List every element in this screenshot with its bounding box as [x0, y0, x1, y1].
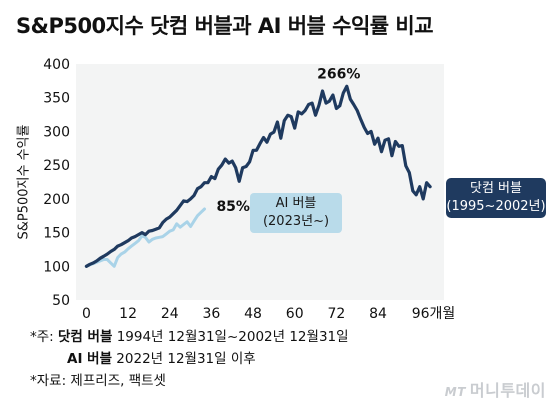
- ai-bubble-legend-period: (2023년~): [262, 214, 330, 229]
- footnote-ai: AI 버블 2022년 12월31일 이후: [30, 348, 349, 370]
- dotcom-peak-label: 266%: [317, 66, 360, 82]
- x-tick-label: 12: [119, 306, 137, 322]
- footnotes: *주: 닷컴 버블 1994년 12월31일~2002년 12월31일 AI 버…: [30, 326, 349, 392]
- ai-end-label: 85%: [216, 199, 250, 215]
- y-tick-label: 100: [43, 259, 70, 275]
- publisher-logo-prefix: MT: [444, 385, 466, 399]
- ai-bubble-legend-box: AI 버블 (2023년~): [250, 193, 342, 233]
- x-tick-label: 72: [327, 306, 345, 322]
- footnote-ai-label: AI 버블: [67, 351, 113, 367]
- x-tick-label: 36: [202, 306, 220, 322]
- y-tick-label: 200: [43, 192, 70, 208]
- y-tick-label: 150: [43, 226, 70, 242]
- x-tick-label: 96개월: [412, 306, 456, 322]
- x-tick-label: 60: [286, 306, 304, 322]
- y-tick-label: 250: [43, 158, 70, 174]
- x-tick-label: 0: [82, 306, 91, 322]
- y-tick-label: 350: [43, 91, 70, 107]
- publisher-logo-name: 머니투데이: [469, 381, 546, 400]
- dotcom-bubble-legend-box: 닷컴 버블 (1995~2002년): [446, 178, 546, 218]
- footnote-dotcom-label: 닷컴 버블: [58, 329, 113, 345]
- footnote-prefix: *주:: [30, 329, 59, 345]
- chart-title: S&P500지수 닷컴 버블과 AI 버블 수익률 비교: [16, 14, 434, 38]
- y-tick-label: 300: [43, 124, 70, 140]
- publisher-logo: MT 머니투데이: [445, 377, 546, 401]
- dotcom-bubble-line: [84, 84, 432, 268]
- y-tick-label: 400: [43, 57, 70, 73]
- ai-bubble-line: [84, 207, 206, 268]
- x-tick-label: 84: [369, 306, 387, 322]
- dotcom-bubble-legend-period: (1995~2002년): [446, 199, 546, 214]
- ai-bubble-legend-name: AI 버블: [275, 196, 317, 211]
- footnote-ai-period: 2022년 12월31일 이후: [112, 351, 256, 367]
- x-tick-label: 48: [244, 306, 262, 322]
- dotcom-bubble-legend-name: 닷컴 버블: [470, 181, 522, 196]
- y-tick-label: 50: [52, 293, 70, 309]
- plot-background: [76, 64, 444, 300]
- footnote-source: *자료: 제프리즈, 팩트셋: [30, 373, 166, 389]
- footnote-dotcom: *주: 닷컴 버블 1994년 12월31일~2002년 12월31일: [30, 326, 349, 348]
- footnote-dotcom-period: 1994년 12월31일~2002년 12월31일: [112, 329, 349, 345]
- x-tick-label: 24: [161, 306, 179, 322]
